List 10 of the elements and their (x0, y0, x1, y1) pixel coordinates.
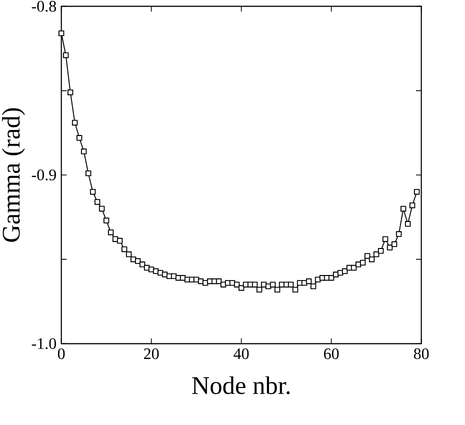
x-tick-label: 20 (144, 348, 159, 360)
x-tick-label: 40 (234, 348, 249, 360)
x-axis-title: Node nbr. (192, 376, 290, 394)
y-tick-label: -1.0 (32, 338, 56, 350)
y-tick-label: -0.9 (32, 170, 56, 180)
x-tick-label: 60 (324, 348, 339, 360)
x-tick-label: 0 (58, 348, 65, 360)
y-axis-title: Gamma (rad) (2, 108, 25, 242)
y-tick-label: -0.8 (32, 0, 56, 12)
x-tick-label: 80 (414, 348, 429, 360)
